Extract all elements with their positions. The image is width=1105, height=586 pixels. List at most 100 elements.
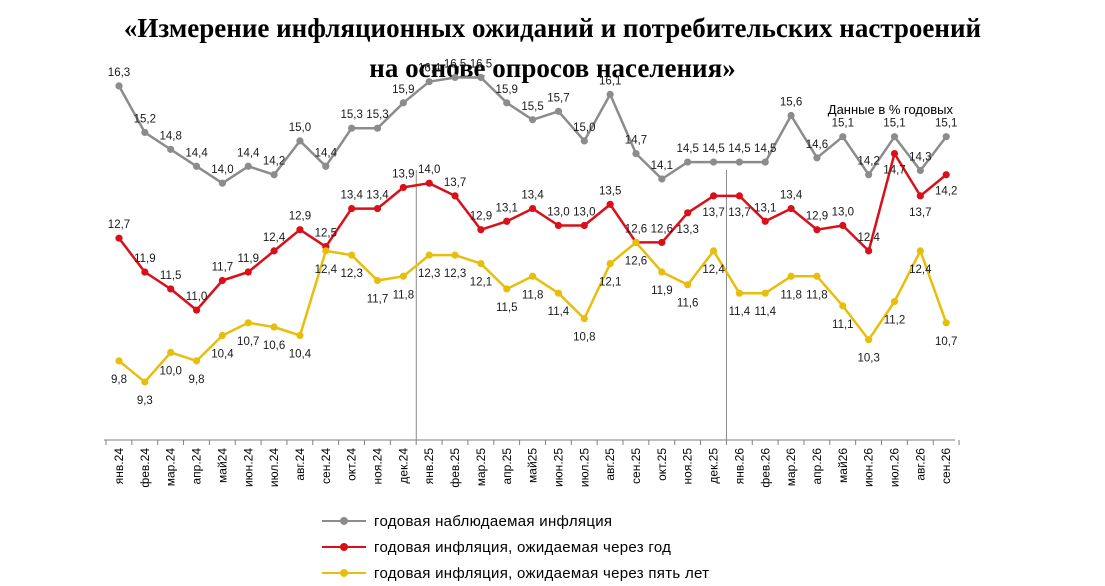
data-label-2: 11,8 — [522, 289, 544, 301]
data-point-0 — [218, 179, 226, 187]
data-point-1 — [503, 217, 511, 225]
data-label-0: 14,1 — [651, 160, 673, 172]
data-point-0 — [839, 133, 847, 141]
x-tick-label: июн.25 — [551, 448, 565, 487]
data-point-2 — [296, 331, 304, 340]
data-label-1: 13,7 — [909, 207, 931, 219]
data-label-2: 9,3 — [137, 395, 153, 407]
data-point-0 — [399, 99, 407, 107]
data-label-0: 15,3 — [366, 109, 388, 121]
x-tick-label: дек.25 — [707, 448, 721, 484]
x-tick-label: авг.25 — [603, 448, 617, 481]
legend-label-expected-1y: годовая инфляция, ожидаемая через год — [374, 538, 672, 556]
data-label-0: 14,3 — [909, 152, 931, 164]
x-tick-label: ноя.25 — [681, 448, 695, 485]
data-label-0: 15,2 — [134, 113, 156, 125]
x-tick-label: мар.26 — [784, 448, 798, 487]
data-point-1 — [270, 247, 278, 255]
data-point-2 — [115, 357, 123, 365]
data-point-2 — [606, 259, 614, 268]
data-label-1: 13,7 — [728, 207, 750, 219]
data-point-2 — [141, 378, 149, 386]
x-tick-label: июн.26 — [862, 448, 876, 487]
data-point-2 — [451, 251, 459, 259]
data-point-0 — [373, 124, 382, 132]
data-point-2 — [813, 272, 821, 280]
legend: годовая наблюдаемая инфляция годовая инф… — [322, 508, 709, 586]
data-label-2: 10,4 — [289, 348, 312, 360]
data-point-1 — [916, 192, 924, 200]
data-point-0 — [865, 171, 873, 179]
x-tick-label: май24 — [215, 448, 229, 483]
data-point-0 — [658, 175, 666, 183]
data-point-1 — [839, 221, 847, 230]
data-label-1: 12,5 — [315, 228, 337, 240]
data-point-2 — [658, 268, 666, 276]
data-point-1 — [761, 217, 769, 225]
data-label-2: 10,3 — [857, 353, 879, 365]
data-label-1: 11,9 — [134, 253, 156, 265]
data-label-1: 14,0 — [418, 164, 440, 176]
data-point-0 — [348, 124, 356, 132]
data-point-0 — [244, 162, 252, 170]
data-label-1: 13,3 — [677, 224, 699, 236]
data-label-2: 12,3 — [444, 268, 466, 280]
data-label-1: 14,7 — [883, 165, 905, 177]
data-point-1 — [735, 192, 744, 200]
x-tick-label: мар.24 — [164, 448, 178, 487]
data-point-0 — [425, 78, 433, 86]
data-point-2 — [399, 272, 407, 280]
data-label-2: 10,4 — [211, 348, 234, 360]
data-label-1: 13,4 — [780, 190, 803, 202]
data-label-1: 12,4 — [857, 232, 880, 244]
x-tick-label: фев.24 — [138, 448, 152, 488]
data-label-1: 13,7 — [702, 207, 724, 219]
data-point-2 — [348, 251, 356, 259]
data-point-2 — [373, 276, 382, 285]
data-point-2 — [787, 272, 795, 280]
data-point-0 — [813, 154, 821, 162]
x-tick-label: янв.24 — [112, 448, 126, 485]
data-point-1 — [244, 268, 252, 276]
data-point-2 — [425, 251, 433, 259]
data-label-0: 14,4 — [185, 147, 208, 159]
data-label-0: 15,1 — [832, 118, 854, 130]
data-point-1 — [348, 204, 356, 213]
data-point-0 — [296, 137, 304, 145]
data-label-2: 12,1 — [470, 277, 492, 289]
x-tick-label: июл.24 — [267, 448, 281, 487]
data-label-0: 14,7 — [625, 135, 647, 147]
data-label-0: 15,5 — [521, 101, 543, 113]
data-label-1: 13,7 — [444, 177, 466, 189]
data-label-2: 10,0 — [160, 365, 182, 377]
data-point-1 — [890, 149, 899, 158]
data-point-0 — [606, 90, 614, 98]
data-point-0 — [632, 149, 640, 158]
data-point-1 — [296, 226, 304, 234]
data-label-0: 15,9 — [496, 84, 518, 96]
data-point-0 — [503, 99, 511, 107]
x-tick-label: май25 — [526, 448, 540, 483]
data-label-0: 14,8 — [160, 130, 182, 142]
data-point-1 — [192, 306, 201, 314]
data-label-2: 12,4 — [315, 264, 338, 276]
data-point-1 — [451, 192, 459, 200]
chart-title: «Измерение инфляционных ожиданий и потре… — [0, 8, 1105, 88]
x-tick-label: ноя.24 — [371, 448, 385, 485]
data-point-1 — [658, 238, 666, 247]
data-label-0: 16,1 — [599, 75, 621, 87]
data-label-1: 13,4 — [521, 190, 544, 202]
series-line-0 — [117, 76, 948, 185]
data-label-2: 10,8 — [573, 332, 595, 344]
data-point-0 — [115, 82, 123, 90]
data-point-2 — [942, 319, 950, 327]
data-point-1 — [218, 276, 226, 285]
data-label-0: 14,2 — [263, 156, 285, 168]
x-tick-label: авг.24 — [293, 448, 307, 481]
data-point-0 — [192, 162, 201, 170]
data-label-0: 15,0 — [573, 122, 595, 134]
data-label-2: 11,2 — [884, 315, 906, 327]
data-label-1: 12,6 — [625, 223, 647, 235]
x-tick-label: сен.26 — [939, 448, 953, 484]
data-label-1: 13,4 — [366, 190, 389, 202]
